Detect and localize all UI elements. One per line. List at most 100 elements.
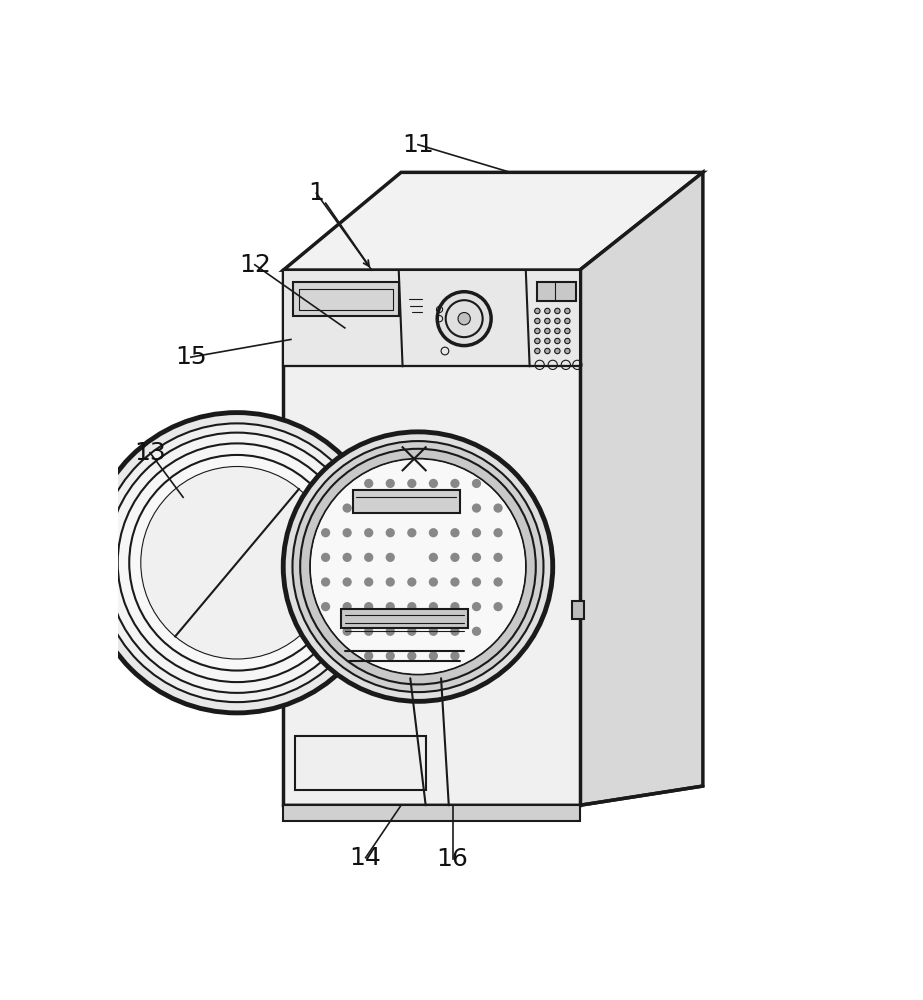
Circle shape bbox=[310, 459, 526, 674]
Text: 14: 14 bbox=[350, 846, 381, 870]
Circle shape bbox=[534, 308, 540, 314]
Circle shape bbox=[283, 432, 553, 701]
Circle shape bbox=[565, 338, 570, 344]
Circle shape bbox=[386, 528, 395, 537]
Text: 1: 1 bbox=[308, 181, 324, 205]
Circle shape bbox=[472, 602, 481, 611]
Circle shape bbox=[364, 602, 373, 611]
Circle shape bbox=[450, 553, 460, 562]
Circle shape bbox=[293, 441, 544, 692]
Circle shape bbox=[429, 627, 438, 636]
Circle shape bbox=[98, 423, 377, 702]
Polygon shape bbox=[294, 736, 426, 790]
Circle shape bbox=[450, 627, 460, 636]
Circle shape bbox=[342, 553, 352, 562]
Polygon shape bbox=[537, 282, 576, 301]
Circle shape bbox=[472, 577, 481, 587]
Circle shape bbox=[494, 602, 503, 611]
Circle shape bbox=[386, 479, 395, 488]
Circle shape bbox=[472, 627, 481, 636]
Text: 16: 16 bbox=[437, 847, 469, 871]
Circle shape bbox=[407, 651, 416, 661]
Text: 11: 11 bbox=[402, 133, 434, 157]
Circle shape bbox=[450, 528, 460, 537]
Circle shape bbox=[565, 308, 570, 314]
Circle shape bbox=[555, 308, 560, 314]
Circle shape bbox=[494, 553, 503, 562]
Circle shape bbox=[342, 528, 352, 537]
Circle shape bbox=[545, 308, 550, 314]
Circle shape bbox=[321, 553, 330, 562]
Circle shape bbox=[472, 503, 481, 513]
Circle shape bbox=[534, 328, 540, 334]
Circle shape bbox=[534, 348, 540, 354]
Circle shape bbox=[565, 318, 570, 324]
Circle shape bbox=[555, 328, 560, 334]
Circle shape bbox=[311, 460, 525, 674]
Circle shape bbox=[117, 443, 356, 682]
Circle shape bbox=[429, 602, 438, 611]
Circle shape bbox=[450, 602, 460, 611]
Circle shape bbox=[429, 479, 438, 488]
Circle shape bbox=[364, 479, 373, 488]
Polygon shape bbox=[283, 270, 580, 366]
Polygon shape bbox=[572, 601, 584, 619]
Circle shape bbox=[545, 318, 550, 324]
Circle shape bbox=[364, 651, 373, 661]
Circle shape bbox=[364, 528, 373, 537]
Circle shape bbox=[407, 528, 416, 537]
Polygon shape bbox=[341, 609, 468, 628]
Circle shape bbox=[407, 627, 416, 636]
Circle shape bbox=[129, 455, 345, 671]
Circle shape bbox=[429, 528, 438, 537]
Circle shape bbox=[555, 318, 560, 324]
Circle shape bbox=[342, 503, 352, 513]
Circle shape bbox=[407, 479, 416, 488]
Circle shape bbox=[565, 348, 570, 354]
Circle shape bbox=[407, 577, 416, 587]
Polygon shape bbox=[283, 172, 703, 270]
Circle shape bbox=[494, 503, 503, 513]
Circle shape bbox=[450, 479, 460, 488]
Circle shape bbox=[321, 528, 330, 537]
Text: 15: 15 bbox=[175, 345, 207, 369]
Polygon shape bbox=[83, 605, 99, 626]
Circle shape bbox=[545, 328, 550, 334]
Circle shape bbox=[450, 651, 460, 661]
Circle shape bbox=[386, 651, 395, 661]
Circle shape bbox=[342, 627, 352, 636]
Circle shape bbox=[429, 651, 438, 661]
Text: 12: 12 bbox=[239, 253, 270, 277]
Polygon shape bbox=[580, 172, 703, 805]
Circle shape bbox=[545, 338, 550, 344]
Circle shape bbox=[555, 338, 560, 344]
Circle shape bbox=[321, 577, 330, 587]
Circle shape bbox=[450, 503, 460, 513]
Circle shape bbox=[386, 577, 395, 587]
Circle shape bbox=[545, 348, 550, 354]
Circle shape bbox=[300, 449, 535, 684]
Circle shape bbox=[386, 553, 395, 562]
Circle shape bbox=[472, 528, 481, 537]
Circle shape bbox=[494, 577, 503, 587]
Circle shape bbox=[364, 503, 373, 513]
Circle shape bbox=[364, 553, 373, 562]
Text: 13: 13 bbox=[134, 441, 166, 465]
Circle shape bbox=[534, 338, 540, 344]
Polygon shape bbox=[283, 270, 580, 805]
Circle shape bbox=[364, 577, 373, 587]
Circle shape bbox=[107, 433, 367, 693]
Circle shape bbox=[458, 312, 471, 325]
Circle shape bbox=[87, 413, 387, 713]
Circle shape bbox=[141, 466, 333, 659]
Circle shape bbox=[342, 577, 352, 587]
Circle shape bbox=[321, 602, 330, 611]
Circle shape bbox=[386, 602, 395, 611]
Circle shape bbox=[472, 479, 481, 488]
Circle shape bbox=[494, 528, 503, 537]
Circle shape bbox=[429, 553, 438, 562]
Circle shape bbox=[407, 602, 416, 611]
Polygon shape bbox=[353, 490, 461, 513]
Polygon shape bbox=[283, 805, 580, 821]
Circle shape bbox=[342, 602, 352, 611]
